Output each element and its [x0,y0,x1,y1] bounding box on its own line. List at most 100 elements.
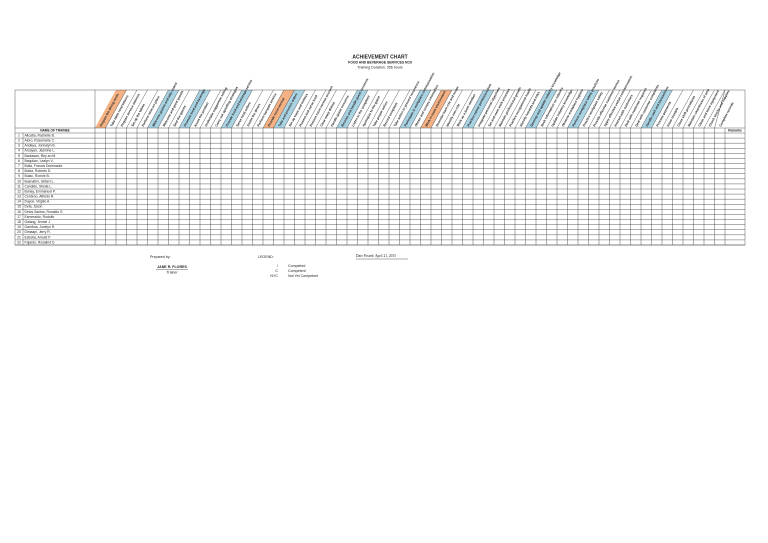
header-slant [483,89,505,129]
trainee-name: Galang, Jennie J. [25,220,51,224]
trainee-no: 10 [17,179,21,183]
trainee-name: Bulla, Francis Dominador [25,164,64,168]
header-slant [262,89,285,129]
trainee-no: 1 [18,133,20,137]
trainee-no: 21 [17,235,21,239]
header-slant [556,89,579,129]
header-slant [630,89,652,129]
trainee-no: 7 [18,164,20,168]
header-slant [430,89,453,129]
header-slant [588,89,610,129]
trainee-name: Bunay, Emmanuel P. [25,189,56,193]
header-slant [210,89,232,129]
name-header: NAME OF TRAINEE [40,128,70,132]
trainee-no: 5 [18,154,20,158]
header-slant [420,89,442,129]
header-slant [126,89,148,129]
header-slant [567,89,589,129]
trainee-no: 16 [17,210,21,214]
header-shade [95,90,127,128]
header-shade [399,90,431,128]
header-slant [199,89,222,129]
legend-title: LEGEND: [258,255,274,259]
header-slant [598,89,621,129]
header-slant [241,89,264,129]
header-slant [252,89,274,129]
trainee-name: Dayon, Virgilio A. [25,200,51,204]
header-slant [105,89,127,129]
duration: Training Duration: 356 hours [357,65,403,69]
trainee-no: 20 [17,230,21,234]
header-slant [493,89,516,129]
header-slant [388,89,411,129]
trainee-name: Aloro, Rosemarie C. [25,139,56,143]
header-slant [115,89,138,129]
trainee-no: 15 [17,205,21,209]
header-slant [514,89,537,129]
header-slant [147,89,169,129]
header-slant [693,89,715,129]
trainee-no: 13 [17,195,21,199]
trainee-name: Alicaba, Rachelle B. [25,133,55,137]
header-slant [346,89,369,129]
trainee-name: Dela, Jason [25,205,43,209]
header-slant [157,89,180,129]
header-slant [283,89,306,129]
header-slant [535,89,558,129]
legend-symbol: NYC [270,274,278,278]
trainee-no: 12 [17,189,21,193]
trainee-name: Andaya, Jonnalyn B. [25,144,56,148]
header-slant [315,89,337,129]
header-shade [273,90,305,128]
legend: / Completed C Competent NYC Not Yet Competent [270,264,318,278]
trainee-name: Baquilan, Lealyn V. [25,159,54,163]
header-slant [357,89,379,129]
header-slant [525,89,547,129]
trainee-name: Bantasan, Rey an M. [25,154,57,158]
header-shade [567,90,599,128]
footer: Prepared by: JANE R. FLORES Trainer LEGE… [150,254,408,278]
header-shade [462,90,494,128]
trainee-no: 22 [17,240,21,244]
header-slant [399,89,421,129]
header-slant [462,89,484,129]
header-slant [661,89,684,129]
header-slant [640,89,663,129]
header-slant [651,89,673,129]
header-shade [336,90,368,128]
trainer-name: JANE R. FLORES [157,265,187,269]
header-slant [619,89,642,129]
trainer-role: Trainer [166,270,178,274]
trainee-name: Dimaapi, Jerry R. [25,230,51,234]
trainee-no: 9 [18,174,20,178]
trainee-no: 17 [17,215,21,219]
header-slant [703,89,726,129]
header-shade [147,90,179,128]
header-slant [136,89,159,129]
trainee-no: 2 [18,139,20,143]
date-posted: Date Posted: April 21, 2015 [356,254,396,259]
header-slant [304,89,327,129]
header-slant [409,89,432,129]
header-slant [451,89,474,129]
trainee-name: Arcayan, Jasmine L. [25,149,56,153]
legend-symbol: / [277,264,278,268]
header-slant [168,89,190,129]
header-slant [231,89,253,129]
trainee-no: 14 [17,200,21,204]
trainee-no: 3 [18,144,20,148]
trainee-no: 6 [18,159,20,163]
title: ACHIEVEMENT CHART [352,54,407,60]
header-shade [263,90,295,128]
header-slant [294,89,316,129]
header-slant [378,89,400,129]
trainee-name: Bulac, Ronnie B. [25,174,50,178]
header-shade [420,90,452,128]
remarks-header: Remarks [728,128,742,132]
qualification: FOOD AND BEVERAGE SERVICES NCII [348,60,412,64]
header-slant [682,89,705,129]
header-slant [273,89,295,129]
